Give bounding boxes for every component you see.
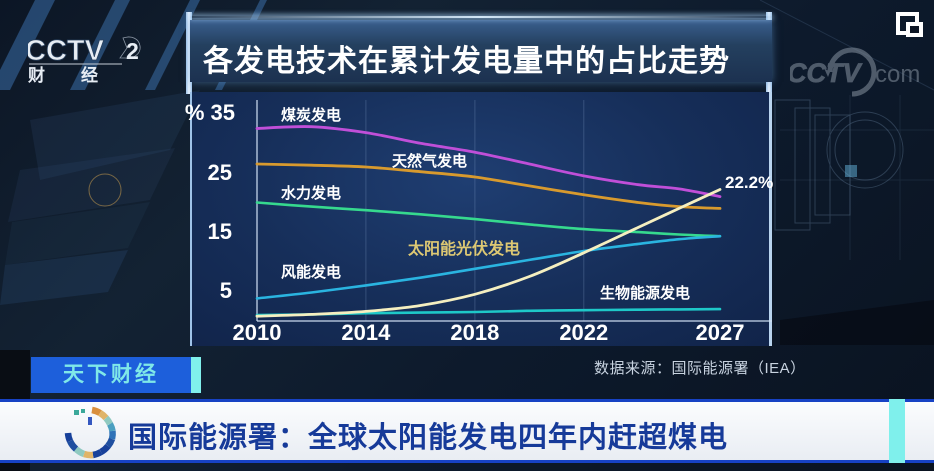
svg-text:2010: 2010 (233, 320, 282, 345)
svg-text:煤炭发电: 煤炭发电 (281, 106, 341, 124)
svg-text:22.2%: 22.2% (725, 173, 773, 192)
svg-text:2027: 2027 (696, 320, 745, 345)
svg-text:2018: 2018 (450, 320, 499, 345)
svg-text:2022: 2022 (559, 320, 608, 345)
svg-text:5: 5 (220, 278, 232, 303)
svg-text:天然气发电: 天然气发电 (392, 152, 467, 170)
svg-text:风能发电: 风能发电 (281, 263, 341, 281)
svg-text:2014: 2014 (341, 320, 391, 345)
svg-text:% 35: % 35 (185, 100, 235, 125)
svg-text:生物能源发电: 生物能源发电 (600, 284, 690, 302)
svg-text:25: 25 (208, 160, 232, 185)
svg-text:15: 15 (208, 219, 232, 244)
svg-text:太阳能光伏发电: 太阳能光伏发电 (407, 239, 520, 258)
svg-text:水力发电: 水力发电 (281, 184, 341, 202)
